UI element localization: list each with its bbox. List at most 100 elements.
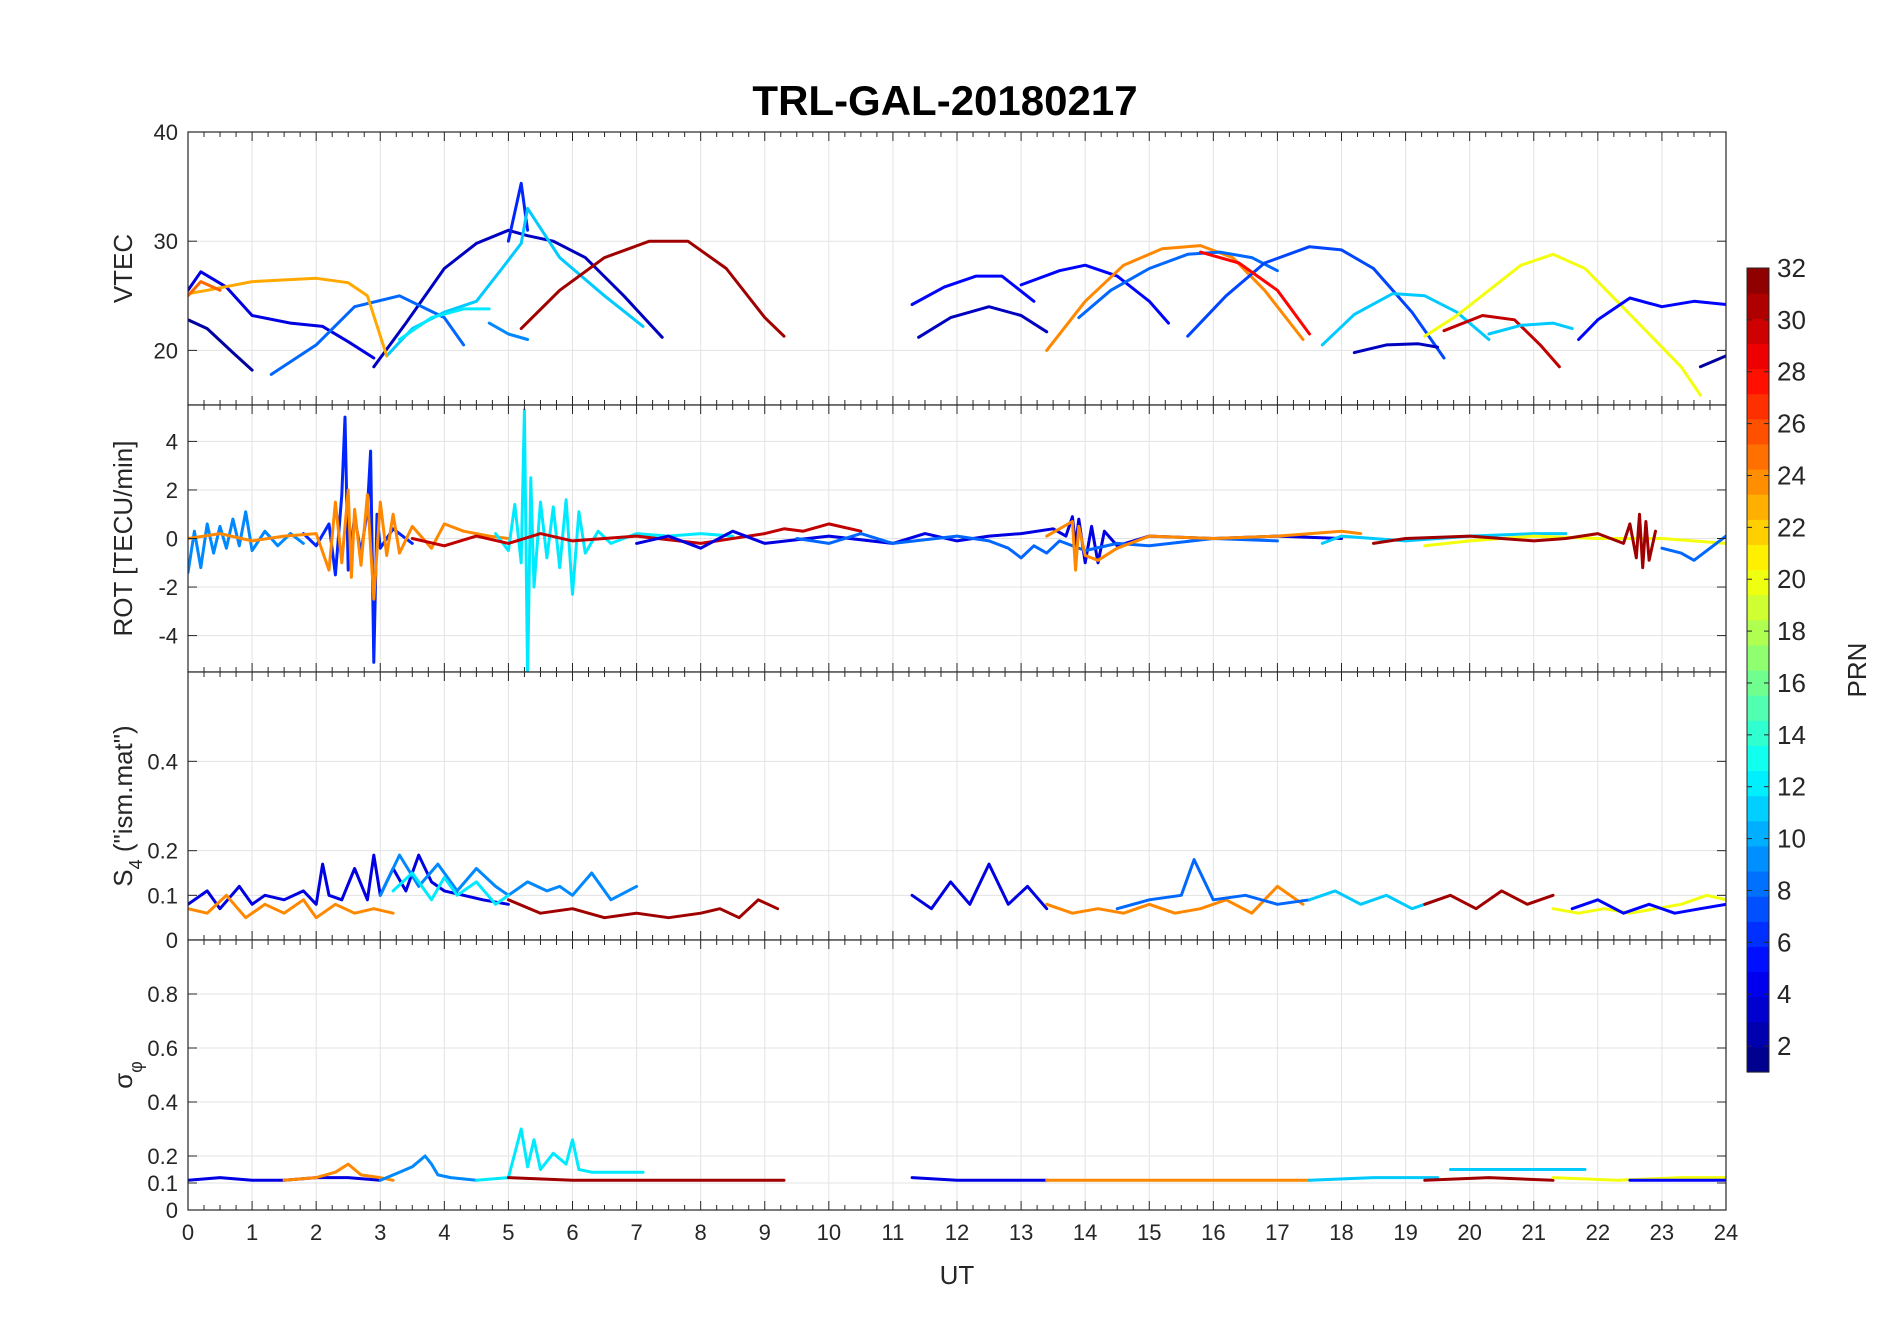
colorbar-swatch: [1747, 393, 1769, 420]
x-axis-label: UT: [940, 1260, 975, 1290]
series-prn-20: [1551, 893, 1726, 915]
series-prn-24: [1045, 520, 1363, 572]
colorbar-swatch: [1747, 368, 1769, 395]
x-tick-label: 14: [1073, 1220, 1097, 1245]
x-tick-label: 5: [502, 1220, 514, 1245]
y-tick-label: 0.1: [147, 1171, 178, 1196]
y-tick-label: 0.8: [147, 982, 178, 1007]
series-prn-8: [1660, 534, 1726, 562]
x-tick-label: 16: [1201, 1220, 1225, 1245]
panel-s4-ylabel: S4 ("ism.mat"): [108, 725, 146, 886]
y-tick-label: 0: [166, 928, 178, 953]
colorbar-tick-label: 14: [1777, 720, 1806, 750]
series-prn-9: [188, 510, 305, 574]
series-prn-4: [188, 853, 510, 911]
series-prn-11: [1487, 321, 1574, 336]
series-prn-11: [1320, 292, 1491, 347]
colorbar-swatch: [1747, 871, 1769, 897]
colorbar-swatch: [1747, 971, 1769, 998]
colorbar-tick-label: 30: [1777, 305, 1806, 335]
x-tick-label: 12: [945, 1220, 969, 1245]
series-prn-3: [1352, 342, 1440, 355]
y-tick-label: 30: [154, 229, 178, 254]
colorbar-tick-label: 26: [1777, 409, 1806, 439]
colorbar-swatch: [1747, 293, 1769, 319]
series-prn-7: [1186, 245, 1446, 360]
x-tick-label: 2: [310, 1220, 322, 1245]
series-prn-20: [1423, 252, 1702, 397]
colorbar-swatch: [1747, 569, 1769, 596]
series-prn-12: [391, 871, 510, 906]
ylabel-sub: 4: [126, 859, 146, 869]
y-tick-label: 0.4: [147, 1090, 178, 1115]
series-prn-23: [188, 276, 389, 358]
x-tick-label: 9: [759, 1220, 771, 1245]
series-prn-3: [372, 228, 664, 369]
colorbar-swatch: [1747, 745, 1769, 772]
colorbar-tick-label: 28: [1777, 357, 1806, 387]
colorbar-tick-label: 8: [1777, 875, 1791, 905]
panel-vtec-series: [188, 181, 1726, 397]
x-tick-label: 13: [1009, 1220, 1033, 1245]
series-prn-8: [1115, 858, 1311, 911]
y-tick-label: 0.6: [147, 1036, 178, 1061]
x-tick-label: 4: [438, 1220, 450, 1245]
y-tick-label: 0.4: [147, 749, 178, 774]
series-prn-5: [1019, 263, 1170, 325]
series-prn-24: [188, 893, 395, 920]
series-prn-2: [1698, 354, 1726, 369]
y-tick-label: 2: [166, 478, 178, 503]
series-prn-11: [1308, 1176, 1440, 1182]
colorbar-tick-label: 4: [1777, 979, 1791, 1009]
x-tick-label: 10: [817, 1220, 841, 1245]
colorbar-tick-label: 10: [1777, 824, 1806, 854]
y-tick-label: 40: [154, 120, 178, 145]
x-tick-label: 8: [695, 1220, 707, 1245]
x-tick-label: 1: [246, 1220, 258, 1245]
colorbar-tick-label: 24: [1777, 460, 1806, 490]
series-prn-9: [487, 321, 530, 341]
colorbar-swatch: [1747, 644, 1769, 671]
series-prn-5: [910, 274, 1036, 306]
series-prn-8: [269, 294, 466, 376]
ylabel-rest: ("ism.mat"): [108, 725, 138, 859]
colorbar-swatch: [1747, 418, 1769, 445]
series-prn-31: [519, 239, 786, 338]
colorbar-swatch: [1747, 318, 1769, 344]
panel-sigma_phi-ylabel: σφ: [108, 1061, 146, 1089]
colorbar-swatch: [1747, 695, 1769, 721]
colorbar-swatch: [1747, 795, 1769, 822]
colorbar-swatch: [1747, 594, 1769, 621]
colorbar-swatch: [1747, 443, 1769, 470]
x-tick-label: 21: [1522, 1220, 1546, 1245]
series-prn-24: [1045, 884, 1305, 915]
series-prn-12: [474, 1127, 645, 1182]
colorbar-swatch: [1747, 519, 1769, 545]
colorbar-swatch: [1747, 996, 1769, 1023]
colorbar-tick-label: 22: [1777, 512, 1806, 542]
series-prn-4: [910, 862, 1049, 911]
series-prn-31: [1372, 512, 1657, 570]
y-tick-label: 0: [166, 1198, 178, 1223]
y-tick-label: 0.2: [147, 839, 178, 864]
x-tick-label: 0: [182, 1220, 194, 1245]
colorbar-swatch: [1747, 343, 1769, 370]
series-prn-4: [635, 515, 1343, 565]
x-tick-label: 23: [1650, 1220, 1674, 1245]
x-tick-label: 24: [1714, 1220, 1738, 1245]
colorbar-tick-label: 6: [1777, 927, 1791, 957]
x-tick-label: 22: [1586, 1220, 1610, 1245]
series-prn-25: [188, 280, 222, 298]
colorbar-tick-label: 18: [1777, 616, 1806, 646]
colorbar-swatch: [1747, 494, 1769, 520]
colorbar-swatch: [1747, 896, 1769, 922]
x-tick-label: 6: [566, 1220, 578, 1245]
series-prn-5: [1570, 898, 1726, 915]
panel-vtec: 20 30 40 VTEC: [108, 120, 1727, 406]
colorbar-tick-label: 20: [1777, 564, 1806, 594]
series-prn-3: [917, 305, 1049, 339]
y-tick-label: 0: [166, 527, 178, 552]
series-prn-8: [1077, 250, 1279, 320]
colorbar-frame: [1746, 267, 1770, 1073]
